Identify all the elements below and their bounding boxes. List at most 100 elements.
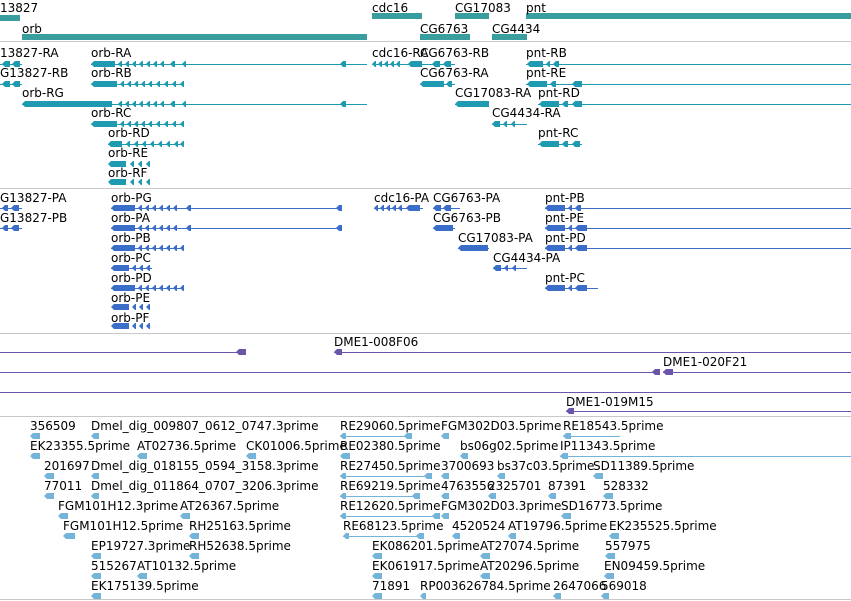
est-feature-label[interactable]: Dmel_dig_018155_0594_3158.3prime bbox=[91, 459, 319, 473]
protein-feature-label[interactable]: orb-PE bbox=[111, 291, 151, 305]
protein-feature-glyph[interactable] bbox=[545, 285, 598, 291]
transcript-feature-label[interactable]: 13827-RA bbox=[0, 46, 59, 60]
est-feature-glyph[interactable] bbox=[340, 433, 412, 439]
protein-feature-glyph[interactable] bbox=[374, 205, 423, 211]
est-feature-label[interactable]: EK175139.5prime bbox=[91, 579, 199, 593]
protein-feature-label[interactable]: orb-PB bbox=[111, 231, 151, 245]
est-feature-label[interactable]: 569018 bbox=[601, 579, 647, 593]
est-feature-label[interactable]: 4763556 bbox=[441, 479, 495, 493]
protein-feature-glyph[interactable] bbox=[433, 225, 455, 231]
protein-feature-glyph[interactable] bbox=[111, 245, 184, 251]
est-feature-glyph[interactable] bbox=[44, 473, 54, 479]
est-feature-glyph[interactable] bbox=[30, 433, 40, 439]
est-feature-glyph[interactable] bbox=[508, 533, 516, 539]
protein-feature-label[interactable]: CG6763-PB bbox=[433, 211, 502, 225]
transcript-feature-glyph[interactable] bbox=[420, 81, 455, 87]
protein-feature-label[interactable]: CG6763-PA bbox=[433, 191, 501, 205]
est-feature-label[interactable]: FGM101H12.5prime bbox=[63, 519, 184, 533]
protein-feature-label[interactable]: orb-PA bbox=[111, 211, 150, 225]
est-feature-label[interactable]: SD16773.5prime bbox=[561, 499, 663, 513]
est-feature-glyph[interactable] bbox=[340, 453, 350, 459]
transcript-feature-label[interactable]: orb-RB bbox=[91, 66, 132, 80]
protein-feature-label[interactable]: CG17083-PA bbox=[458, 231, 533, 245]
transcript-feature-label[interactable]: orb-RC bbox=[91, 106, 132, 120]
est-feature-label[interactable]: 71891 bbox=[372, 579, 411, 593]
est-feature-glyph[interactable] bbox=[340, 473, 432, 479]
est-feature-label[interactable]: CK01006.5prime bbox=[246, 439, 347, 453]
est-feature-label[interactable]: 356509 bbox=[30, 419, 76, 433]
transcript-feature-glyph[interactable] bbox=[108, 161, 150, 167]
est-feature-glyph[interactable] bbox=[44, 493, 54, 499]
protein-feature-glyph[interactable] bbox=[545, 245, 851, 251]
est-feature-glyph[interactable] bbox=[548, 493, 556, 499]
gene-feature-label[interactable]: 13827 bbox=[0, 1, 39, 15]
est-feature-label[interactable]: bs37c03.5prime bbox=[497, 459, 595, 473]
clone-feature-glyph[interactable] bbox=[0, 392, 851, 415]
est-feature-glyph[interactable] bbox=[372, 593, 382, 599]
est-feature-label[interactable]: 3700693 bbox=[441, 459, 495, 473]
protein-feature-glyph[interactable] bbox=[0, 225, 22, 231]
est-feature-glyph[interactable] bbox=[180, 513, 190, 519]
transcript-feature-glyph[interactable] bbox=[0, 61, 22, 67]
est-feature-glyph[interactable] bbox=[137, 573, 147, 579]
transcript-feature-glyph[interactable] bbox=[0, 81, 22, 87]
transcript-feature-glyph[interactable] bbox=[108, 179, 150, 185]
transcript-feature-glyph[interactable] bbox=[91, 61, 367, 67]
est-feature-glyph[interactable] bbox=[441, 473, 449, 479]
transcript-feature-glyph[interactable] bbox=[91, 121, 184, 127]
est-feature-glyph[interactable] bbox=[91, 473, 99, 479]
est-feature-glyph[interactable] bbox=[488, 493, 496, 499]
est-feature-label[interactable]: Dmel_dig_009807_0612_0747.3prime bbox=[91, 419, 319, 433]
protein-feature-label[interactable]: cdc16-PA bbox=[374, 191, 430, 205]
est-feature-glyph[interactable] bbox=[497, 473, 505, 479]
gene-feature-label[interactable]: CG17083 bbox=[455, 1, 511, 15]
est-feature-glyph[interactable] bbox=[441, 513, 449, 519]
est-feature-glyph[interactable] bbox=[246, 453, 256, 459]
est-feature-glyph[interactable] bbox=[91, 493, 99, 499]
est-feature-label[interactable]: 557975 bbox=[605, 539, 651, 553]
protein-feature-label[interactable]: orb-PC bbox=[111, 251, 151, 265]
est-feature-label[interactable]: RE29060.5prime bbox=[340, 419, 441, 433]
clone-feature-label[interactable]: DME1-020F21 bbox=[663, 355, 748, 369]
est-feature-glyph[interactable] bbox=[603, 493, 613, 499]
est-feature-glyph[interactable] bbox=[189, 533, 199, 539]
est-feature-glyph[interactable] bbox=[560, 453, 851, 459]
est-feature-label[interactable]: AT19796.5prime bbox=[508, 519, 608, 533]
est-feature-label[interactable]: 515267 bbox=[91, 559, 137, 573]
est-feature-label[interactable]: FGM302D03.3prime bbox=[441, 499, 562, 513]
est-feature-label[interactable]: AT10132.5prime bbox=[137, 559, 237, 573]
est-feature-label[interactable]: 2647066 bbox=[553, 579, 607, 593]
est-feature-label[interactable]: 2325701 bbox=[488, 479, 542, 493]
transcript-feature-label[interactable]: G13827-RB bbox=[0, 66, 69, 80]
protein-feature-label[interactable]: G13827-PB bbox=[0, 211, 68, 225]
protein-feature-label[interactable]: G13827-PA bbox=[0, 191, 67, 205]
est-feature-label[interactable]: RE18543.5prime bbox=[563, 419, 664, 433]
est-feature-glyph[interactable] bbox=[137, 453, 147, 459]
protein-feature-label[interactable]: orb-PG bbox=[111, 191, 152, 205]
clone-feature-label[interactable]: DME1-019M15 bbox=[566, 395, 654, 409]
transcript-feature-glyph[interactable] bbox=[22, 101, 367, 107]
est-feature-label[interactable]: RE68123.5prime bbox=[343, 519, 444, 533]
est-feature-label[interactable]: FGM101H12.3prime bbox=[58, 499, 179, 513]
transcript-feature-label[interactable]: orb-RE bbox=[108, 146, 149, 160]
est-feature-label[interactable]: RE69219.5prime bbox=[340, 479, 441, 493]
transcript-feature-glyph[interactable] bbox=[526, 81, 851, 87]
est-feature-glyph[interactable] bbox=[480, 573, 490, 579]
gene-feature-glyph[interactable] bbox=[372, 13, 422, 19]
gene-feature-glyph[interactable] bbox=[22, 34, 367, 40]
est-feature-label[interactable]: 528332 bbox=[603, 479, 649, 493]
transcript-feature-label[interactable]: pnt-RB bbox=[526, 46, 567, 60]
est-feature-label[interactable]: RH52638.5prime bbox=[189, 539, 291, 553]
est-feature-label[interactable]: 4520524 bbox=[452, 519, 506, 533]
protein-feature-label[interactable]: pnt-PE bbox=[545, 211, 585, 225]
transcript-feature-label[interactable]: pnt-RE bbox=[526, 66, 567, 80]
transcript-feature-glyph[interactable] bbox=[492, 121, 527, 127]
est-feature-glyph[interactable] bbox=[452, 533, 460, 539]
gene-feature-label[interactable]: orb bbox=[22, 22, 42, 36]
gene-feature-glyph[interactable] bbox=[455, 13, 489, 19]
gene-feature-label[interactable]: CG6763 bbox=[420, 22, 469, 36]
est-feature-glyph[interactable] bbox=[189, 553, 199, 559]
transcript-feature-label[interactable]: orb-RF bbox=[108, 166, 148, 180]
gene-feature-label[interactable]: CG4434 bbox=[492, 22, 541, 36]
transcript-feature-label[interactable]: CG6763-RA bbox=[420, 66, 489, 80]
